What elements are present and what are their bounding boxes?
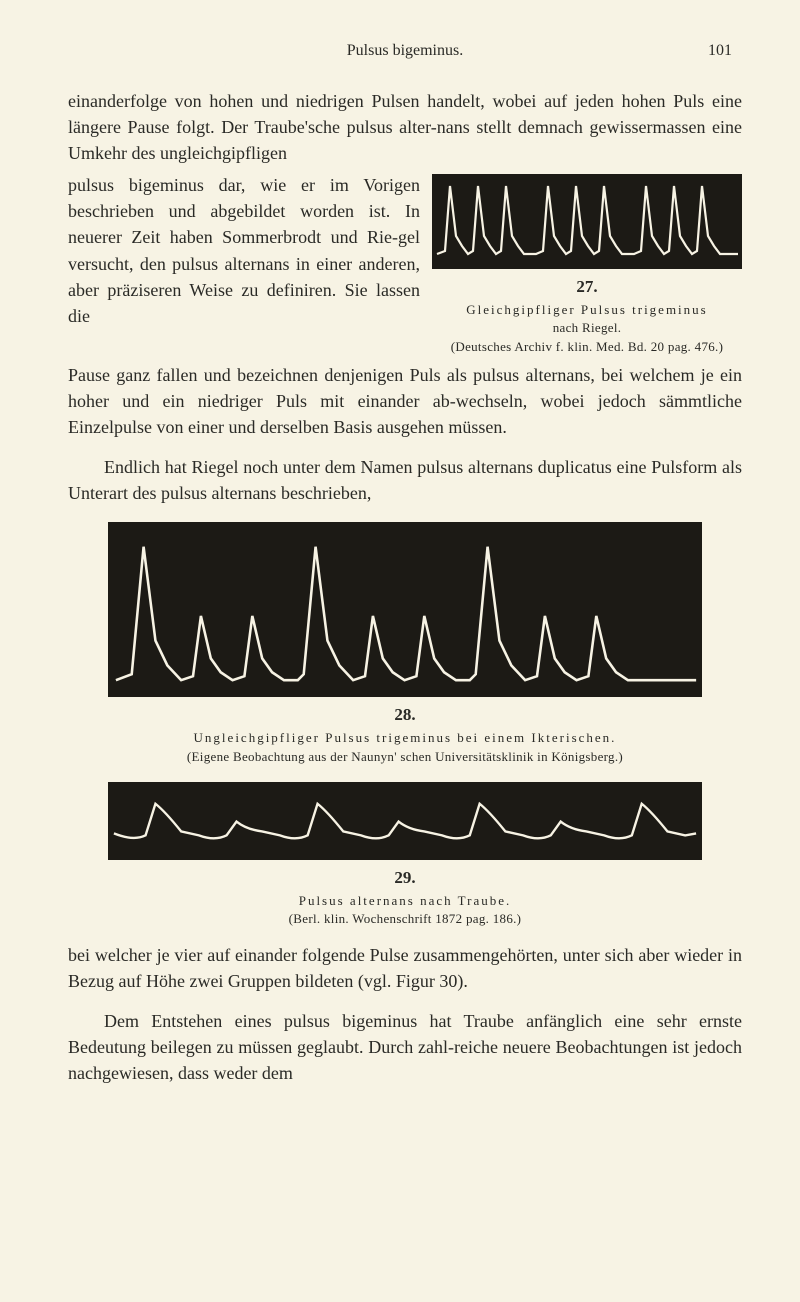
page-number: 101 [692,42,732,60]
figure-28: 28. Ungleichgipfliger Pulsus trigeminus … [108,522,701,765]
running-header: Pulsus bigeminus. 101 [68,42,742,60]
running-title: Pulsus bigeminus. [118,42,692,60]
paragraph-2: Pause ganz fallen und bezeichnen denjeni… [68,362,742,440]
paragraph-3: Endlich hat Riegel noch unter dem Namen … [68,454,742,506]
figure-28-number: 28. [108,705,701,725]
figure-27-caption: Gleichgipfliger Pulsus trigeminus nach R… [432,301,742,356]
figure-27: 27. Gleichgipfliger Pulsus trigeminus na… [432,174,742,356]
figure-29-caption: Pulsus alternans nach Traube. (Berl. kli… [108,892,701,928]
paragraph-4: bei welcher je vier auf einander folgend… [68,942,742,994]
figure-29-number: 29. [108,868,701,888]
figure-27-number: 27. [432,277,742,297]
text-figure-wrap: pulsus bigeminus dar, wie er im Vorigen … [68,172,742,356]
wrap-left-text: pulsus bigeminus dar, wie er im Vorigen … [68,172,420,356]
paragraph-5: Dem Entstehen eines pulsus bigeminus hat… [68,1008,742,1086]
figure-28-image [108,522,701,697]
figure-29-image [108,782,701,860]
figure-27-image [432,174,742,269]
figure-29: 29. Pulsus alternans nach Traube. (Berl.… [108,782,701,928]
paragraph-1: einanderfolge von hohen und niedrigen Pu… [68,88,742,166]
figure-28-caption: Ungleichgipfliger Pulsus trigeminus bei … [108,729,701,765]
